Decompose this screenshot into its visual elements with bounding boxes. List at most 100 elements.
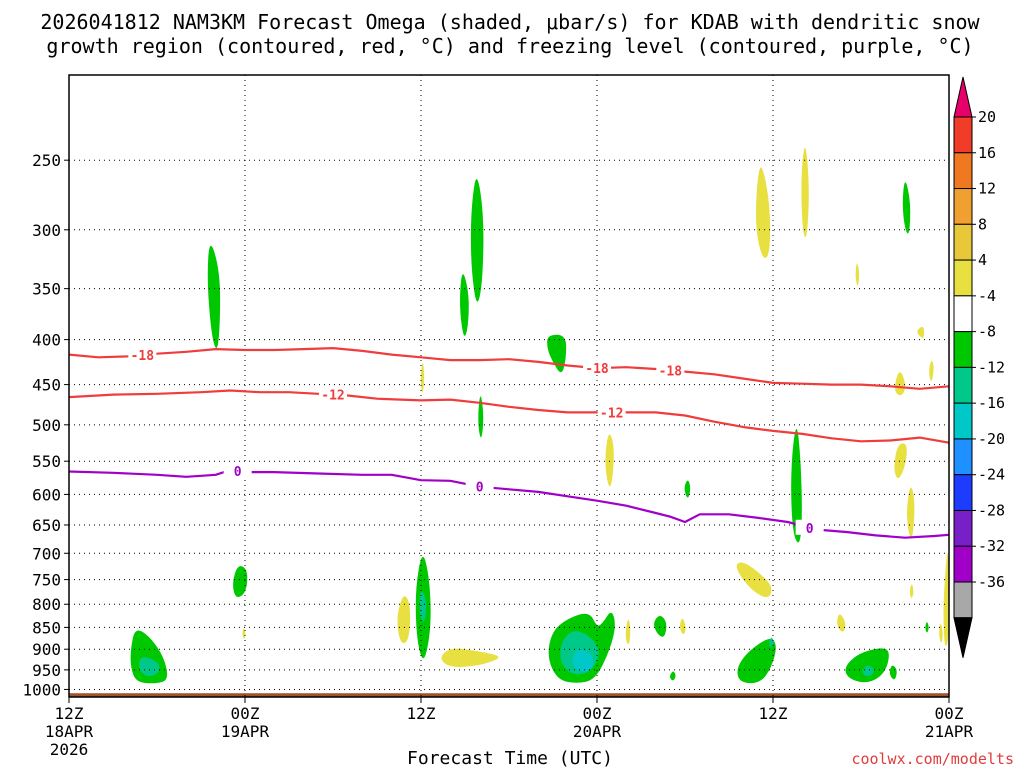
y-tick-label: 850 [32,618,61,637]
y-tick-label: 500 [32,416,61,435]
colorbar-swatch [953,223,973,261]
contour-label: -18 [131,349,155,364]
y-tick-label: 800 [32,595,61,614]
x-tick-label: 2026 [50,740,89,759]
contour-label: -12 [321,389,344,404]
omega-region [419,591,427,621]
contour-label-bg [223,463,252,479]
omega-region [684,480,691,498]
omega-region [737,639,776,684]
x-axis-label: Forecast Time (UTC) [407,748,613,768]
omega-region [895,372,906,396]
omega-region [907,487,915,538]
x-tick-label: 21APR [925,722,974,741]
x-tick-label: 18APR [45,722,94,741]
grid: 250 300 350 400 450 500 550 600 650 700 750 800 850 9… [22,75,973,759]
colorbar-tick-label: 4 [978,251,987,269]
y-tick-label: 700 [32,544,61,563]
omega-region [889,665,897,680]
colorbar-swatch [953,438,973,476]
colorbar-tick-label: 16 [978,144,996,162]
colorbar-tick-label: -8 [978,323,996,341]
contour-label: 0 [806,522,814,537]
omega-region [459,274,469,336]
colorbar-swatch [953,474,973,511]
ground-strip [69,693,949,697]
contour-label: 0 [476,481,484,496]
y-tick-label: 750 [32,571,61,590]
y-tick-label: 450 [32,376,61,395]
contour-label-bg [465,478,494,494]
y-tick-label: 650 [32,516,61,535]
omega-region [801,147,809,238]
colorbar-swatch [953,545,973,583]
contour-label: 0 [234,465,242,480]
omega-region [470,179,484,302]
contour-line [68,389,950,444]
omega-region [925,622,929,633]
credit-text: coolwx.com/modelts [851,750,1014,768]
contour-label-bg [795,519,824,535]
omega-region [420,363,425,393]
y-tick-label: 600 [32,485,61,504]
omega-region [917,326,925,338]
omega-region [654,616,667,637]
omega-region [233,566,248,597]
omega-region [894,443,907,479]
y-tick-label: 550 [32,452,61,471]
colorbar-tick-label: 8 [978,215,987,233]
colorbar-swatch [953,331,973,368]
x-tick-label: 20APR [573,722,622,741]
x-tick-label: 00Z [935,704,964,723]
omega-region [397,596,411,644]
x-tick-label: 12Z [55,704,84,723]
contour-label: -18 [585,362,609,377]
omega-region [441,648,499,667]
contour-label-bg [656,362,685,378]
omega-region [862,665,874,677]
y-tick-label: 350 [32,280,61,299]
y-tick-label: 900 [32,640,61,659]
plot-frame [68,74,950,698]
colorbar-swatch [953,581,973,619]
colorbar-swatch [953,188,973,225]
y-tick-label: 250 [32,151,61,170]
omega-region [909,584,914,598]
omega-region [572,649,594,672]
omega-region [605,434,614,487]
contour-label: -12 [600,406,623,421]
contour-label-bg [128,347,157,363]
omega-region [547,334,567,373]
contour-label-bg [597,404,626,420]
colorbar-swatch [953,116,973,154]
colorbar-tick-label: -32 [978,537,1005,555]
omega-region [855,263,860,286]
colorbar-top-triangle [953,76,973,118]
x-tick-label: 19APR [221,722,270,741]
y-tick-label: 950 [32,661,61,680]
colorbar-tick-label: -28 [978,501,1005,519]
omega-region [625,619,631,645]
plot-background [69,75,949,697]
omega-region [929,360,934,381]
contour-label: -18 [659,364,683,379]
colorbar-tick-label: -4 [978,287,996,305]
x-tick-label: 00Z [231,704,260,723]
x-tick-label: 00Z [583,704,612,723]
omega-region [670,671,676,681]
colorbar-swatch [953,259,973,297]
contour-label-bg [583,360,611,376]
colorbar-swatch [953,152,973,190]
y-tick-label: 300 [32,221,61,240]
omega-region [755,167,771,258]
omega-region [242,628,246,639]
y-tick-label: 400 [32,331,61,350]
colorbar-swatch [953,366,973,404]
contour-line [68,347,950,390]
colorbar-swatch [953,295,973,333]
colorbar-tick-label: -36 [978,573,1005,591]
omega-region [943,553,949,646]
colorbar-tick-label: -12 [978,358,1005,376]
colorbar-tick-label: -16 [978,394,1005,412]
